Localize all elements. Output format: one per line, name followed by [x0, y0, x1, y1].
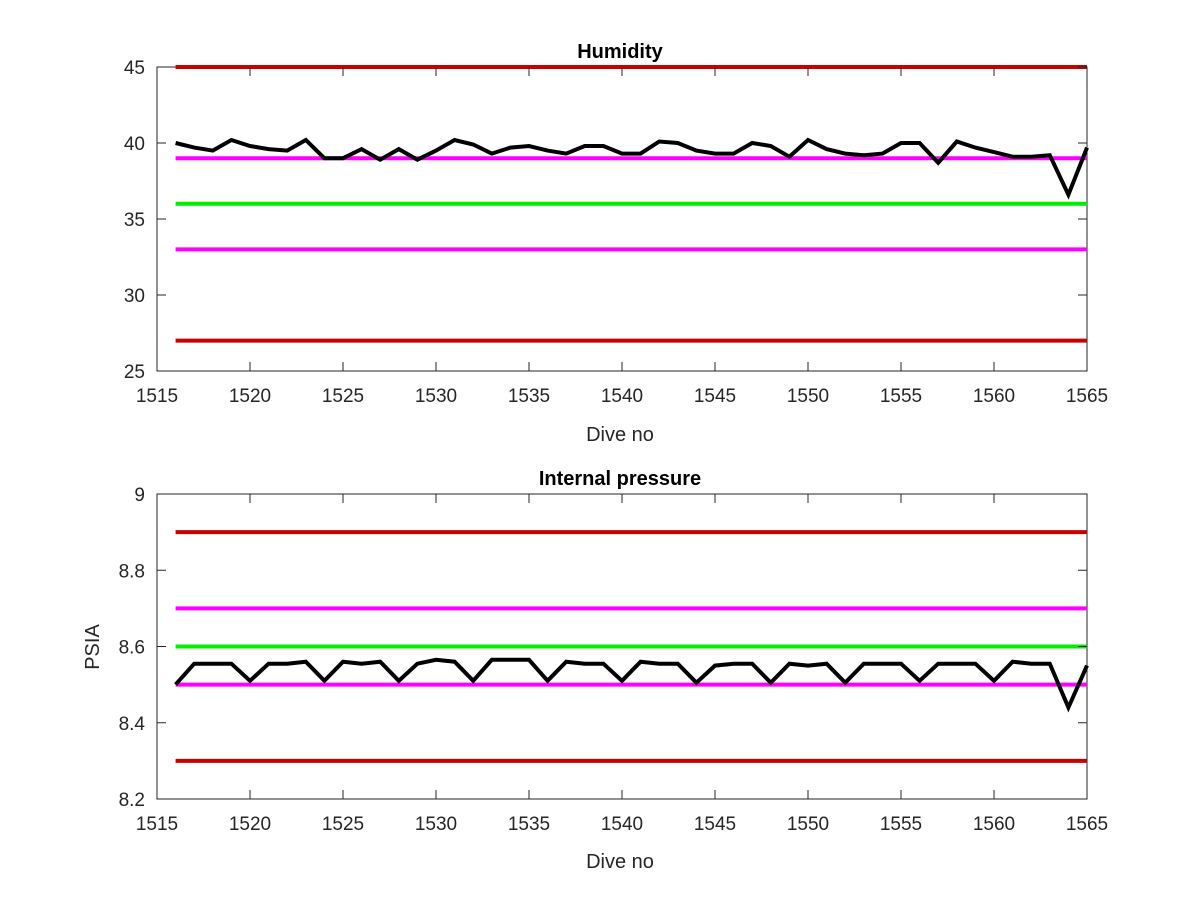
x-tick-label: 1550: [787, 386, 829, 407]
x-tick-label: 1545: [694, 814, 736, 835]
y-tick-label: 8.2: [119, 790, 145, 811]
y-tick-label: 40: [124, 134, 145, 155]
ticks-layer: 1515 1520 1525 1530 1535 1540 1545 1550 1555 1560…: [119, 485, 1109, 835]
x-tick-label: 1515: [136, 386, 178, 407]
y-tick-label: 30: [124, 286, 145, 307]
series-layer: [174, 657, 1089, 713]
x-tick-label: 1530: [415, 814, 457, 835]
y-tick-label: 8.4: [119, 714, 146, 735]
y-tick-label: 45: [124, 58, 145, 79]
x-tick-label: 1540: [601, 386, 643, 407]
humidity-chart: Humidity 1515 1520 1525 1530 1535 1540 1545 155…: [124, 41, 1108, 446]
x-axis-label: Dive no: [586, 851, 654, 873]
x-tick-label: 1530: [415, 386, 457, 407]
x-tick-label: 1540: [601, 814, 643, 835]
y-tick-label: 8.8: [119, 561, 145, 582]
x-tick-label: 1565: [1066, 814, 1108, 835]
series-line: [175, 137, 1089, 200]
x-tick-label: 1545: [694, 386, 736, 407]
x-tick-label: 1515: [136, 814, 178, 835]
chart-title: Humidity: [577, 41, 663, 63]
x-axis-label: Dive no: [586, 424, 654, 446]
series-layer: [175, 137, 1089, 200]
plot-area: [156, 66, 1088, 372]
x-tick-label: 1555: [880, 386, 922, 407]
y-tick-label: 9: [134, 485, 145, 506]
x-tick-label: 1555: [880, 814, 922, 835]
x-tick-label: 1520: [229, 386, 271, 407]
y-tick-label: 25: [124, 362, 145, 383]
ticks-layer: 1515 1520 1525 1530 1535 1540 1545 1550 1555 1560…: [124, 58, 1108, 407]
internal-pressure-chart: Internal pressure 1515 1520 1525 1530 1535 15…: [82, 468, 1108, 873]
x-tick-label: 1565: [1066, 386, 1108, 407]
x-tick-label: 1560: [973, 814, 1015, 835]
reference-lines: [175, 530, 1087, 763]
x-tick-label: 1535: [508, 814, 550, 835]
x-tick-label: 1525: [322, 814, 364, 835]
x-tick-label: 1520: [229, 814, 271, 835]
x-tick-label: 1560: [973, 386, 1015, 407]
y-tick-label: 8.6: [119, 638, 145, 659]
chart-title: Internal pressure: [539, 468, 701, 490]
x-tick-label: 1550: [787, 814, 829, 835]
series-line: [174, 657, 1089, 713]
y-axis-label: PSIA: [82, 624, 104, 670]
y-tick-label: 35: [124, 210, 145, 231]
x-tick-label: 1535: [508, 386, 550, 407]
x-tick-label: 1525: [322, 386, 364, 407]
